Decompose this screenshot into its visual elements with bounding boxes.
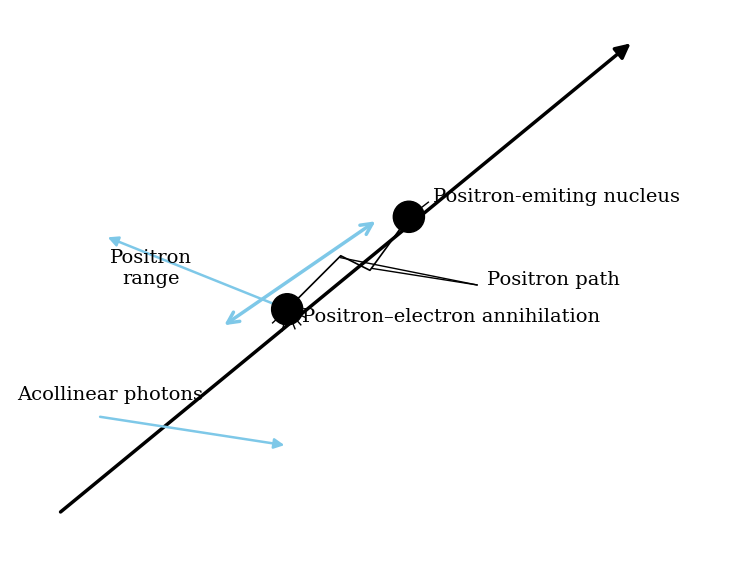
Circle shape bbox=[272, 294, 303, 325]
Circle shape bbox=[393, 201, 424, 233]
Text: Positron path: Positron path bbox=[487, 271, 620, 289]
Text: Acollinear photons: Acollinear photons bbox=[18, 386, 204, 404]
Text: Positron
range: Positron range bbox=[110, 249, 192, 288]
Text: Positron-emiting nucleus: Positron-emiting nucleus bbox=[433, 188, 680, 207]
Text: Positron–electron annihilation: Positron–electron annihilation bbox=[302, 308, 600, 326]
